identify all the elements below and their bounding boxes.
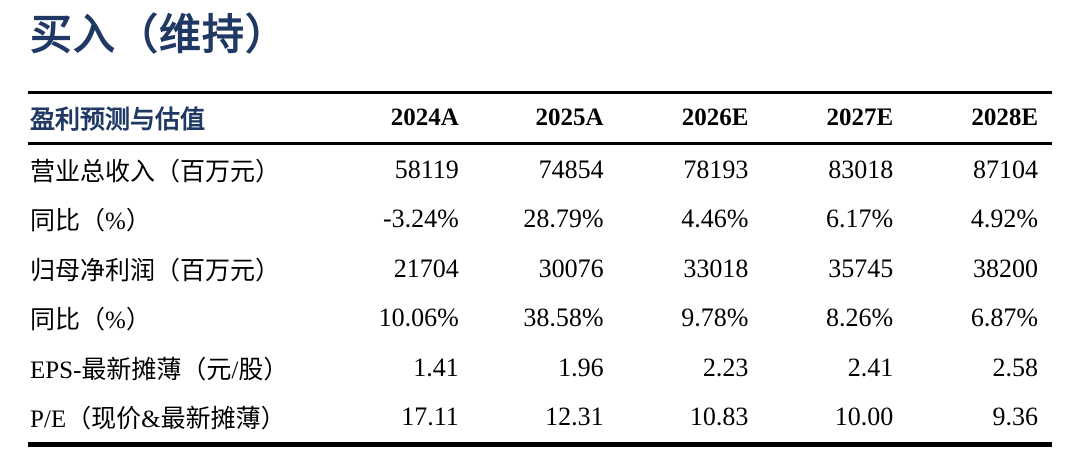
col-header-2024a: 2024A: [328, 92, 473, 145]
cell-value: 2.41: [847, 352, 894, 382]
cell-value: 4.92%: [970, 204, 1038, 234]
col-header-2028e: 2028E: [907, 92, 1052, 145]
cell-value: 83018: [828, 154, 894, 184]
cell-value: 10.00: [834, 402, 894, 432]
col-header-2027e: 2027E: [762, 92, 908, 145]
table-row-net-profit: 归母净利润（百万元） 21704 30076 33018 35745 38200: [28, 244, 1052, 294]
cell-value: 10.83: [689, 402, 749, 432]
cell-value: 21704: [393, 253, 459, 283]
cell-value: 8.26%: [826, 303, 894, 333]
cell-value: 2.23: [702, 352, 749, 382]
rating-title: 买入（维持）: [30, 13, 289, 59]
table-row-revenue: 营业总收入（百万元） 58119 74854 78193 83018 87104: [28, 144, 1052, 195]
cell-value: 38200: [973, 253, 1038, 283]
table-row-revenue-yoy: 同比（%） -3.24% 28.79% 4.46% 6.17% 4.92%: [28, 195, 1052, 245]
cell-value: 58119: [394, 154, 459, 184]
cell-value: 78193: [683, 154, 749, 184]
cell-value: 6.87%: [970, 303, 1038, 333]
row-label-pe: P/E（现价&最新摊薄）: [30, 406, 286, 434]
table-row-eps: EPS-最新摊薄（元/股） 1.41 1.96 2.23 2.41 2.58: [28, 343, 1052, 393]
cell-value: -3.24%: [382, 204, 459, 234]
col-header-2025a: 2025A: [472, 92, 618, 145]
cell-value: 6.17%: [826, 204, 894, 234]
cell-value: 28.79%: [523, 204, 604, 234]
cell-value: 9.36: [992, 402, 1039, 432]
cell-value: 9.78%: [681, 303, 749, 333]
row-label-eps: EPS-最新摊薄（元/股）: [30, 356, 289, 384]
table-row-pe: P/E（现价&最新摊薄） 17.11 12.31 10.83 10.00 9.3…: [28, 393, 1052, 445]
cell-value: 38.58%: [523, 303, 604, 333]
cell-value: 35745: [828, 253, 894, 283]
cell-value: 4.46%: [681, 204, 749, 234]
forecast-valuation-table: 盈利预测与估值 2024A 2025A 2026E 2027E 2028E 营业…: [28, 91, 1052, 447]
row-label-revenue: 营业总收入（百万元）: [30, 158, 281, 186]
cell-value: 30076: [538, 253, 604, 283]
table-header-row: 盈利预测与估值 2024A 2025A 2026E 2027E 2028E: [28, 92, 1052, 145]
row-label-revenue-yoy: 同比（%）: [30, 208, 151, 236]
cell-value: 1.96: [558, 352, 604, 382]
cell-value: 17.11: [401, 402, 459, 432]
row-label-net-profit: 归母净利润（百万元）: [30, 257, 281, 285]
cell-value: 87104: [973, 154, 1038, 184]
table-title-cell: 盈利预测与估值: [28, 92, 328, 145]
table-row-net-profit-yoy: 同比（%） 10.06% 38.58% 9.78% 8.26% 6.87%: [28, 294, 1052, 344]
cell-value: 2.58: [992, 352, 1039, 382]
col-header-2026e: 2026E: [617, 92, 763, 145]
cell-value: 33018: [683, 253, 749, 283]
cell-value: 12.31: [545, 402, 604, 432]
cell-value: 74854: [538, 154, 604, 184]
cell-value: 1.41: [413, 352, 459, 382]
cell-value: 10.06%: [378, 303, 459, 333]
row-label-net-profit-yoy: 同比（%）: [30, 307, 151, 335]
